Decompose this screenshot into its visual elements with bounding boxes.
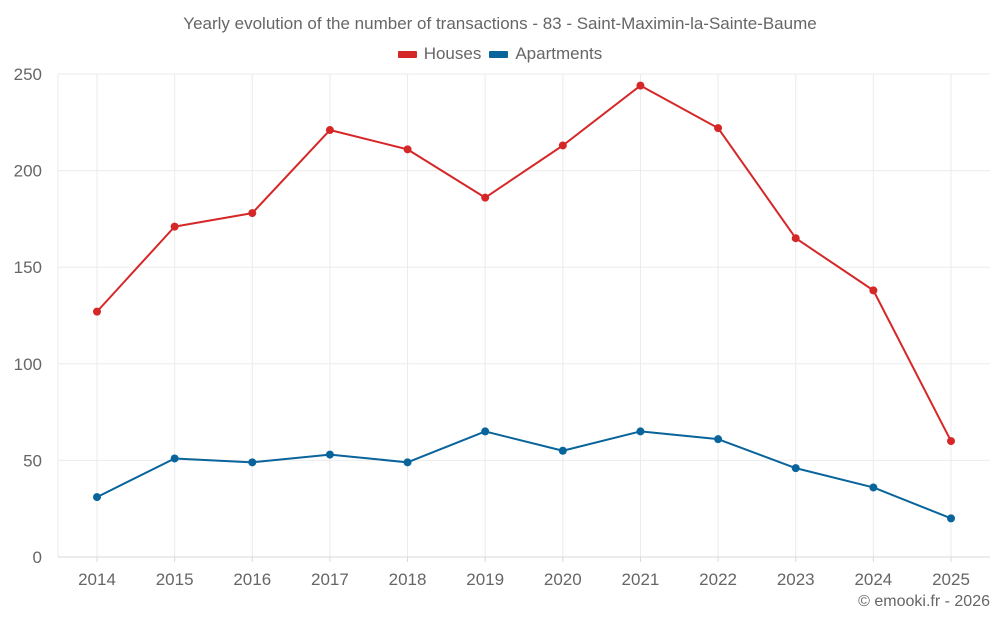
data-point-apartments [93, 493, 101, 502]
data-point-apartments [791, 464, 800, 473]
x-tick-label: 2023 [777, 570, 815, 589]
data-point-houses [791, 234, 800, 243]
x-tick-label: 2019 [466, 570, 504, 589]
data-point-houses [325, 126, 334, 135]
series-group [93, 81, 955, 523]
data-point-houses [558, 141, 567, 150]
grid [57, 73, 990, 557]
legend-item-houses[interactable]: Houses [397, 44, 482, 64]
data-point-apartments [636, 427, 645, 436]
y-tick-label: 150 [14, 258, 42, 277]
x-tick-label: 2025 [932, 570, 970, 589]
x-tick-label: 2020 [544, 570, 582, 589]
data-point-houses [714, 124, 723, 133]
x-tick-label: 2015 [156, 570, 194, 589]
x-tick-label: 2014 [78, 570, 116, 589]
data-point-apartments [403, 458, 412, 467]
series-line-apartments [96, 430, 952, 520]
data-point-apartments [869, 483, 878, 492]
legend-item-apartments[interactable]: Apartments [489, 44, 602, 64]
data-point-houses [947, 437, 955, 446]
x-tick-label: 2022 [699, 570, 737, 589]
data-point-apartments [481, 427, 490, 436]
x-tick-label: 2021 [622, 570, 660, 589]
x-tick-label: 2017 [311, 570, 349, 589]
legend-swatch-houses [397, 50, 417, 58]
copyright-credit: © emooki.fr - 2026 [858, 593, 990, 610]
x-tick-label: 2016 [233, 570, 271, 589]
x-tick-label: 2024 [854, 570, 892, 589]
data-point-houses [248, 209, 257, 218]
axes: 0 50 100 150 200 250 2014 2015 2016 2017 2018 2019 2… [14, 65, 990, 589]
data-point-houses [93, 307, 101, 316]
chart-title: Yearly evolution of the number of transa… [183, 14, 817, 33]
legend: Houses Apartments [0, 44, 1000, 64]
data-point-houses [170, 222, 179, 231]
data-point-apartments [325, 450, 334, 459]
data-point-houses [403, 145, 412, 154]
y-tick-label: 250 [14, 65, 42, 84]
data-point-houses [869, 286, 878, 295]
data-point-apartments [248, 458, 257, 467]
legend-label-apartments: Apartments [515, 44, 603, 63]
legend-label-houses: Houses [423, 44, 482, 63]
data-point-apartments [558, 446, 567, 455]
series-line-houses [96, 84, 952, 442]
data-point-apartments [170, 454, 179, 463]
x-tick-label: 2018 [389, 570, 427, 589]
data-point-houses [481, 193, 490, 202]
data-point-apartments [714, 435, 723, 444]
legend-swatch-apartments [489, 50, 509, 58]
y-tick-label: 50 [23, 451, 42, 470]
y-tick-label: 200 [14, 162, 42, 181]
y-tick-label: 100 [14, 355, 42, 374]
y-tick-label: 0 [33, 548, 42, 567]
data-point-houses [636, 81, 645, 90]
data-point-apartments [947, 514, 955, 523]
